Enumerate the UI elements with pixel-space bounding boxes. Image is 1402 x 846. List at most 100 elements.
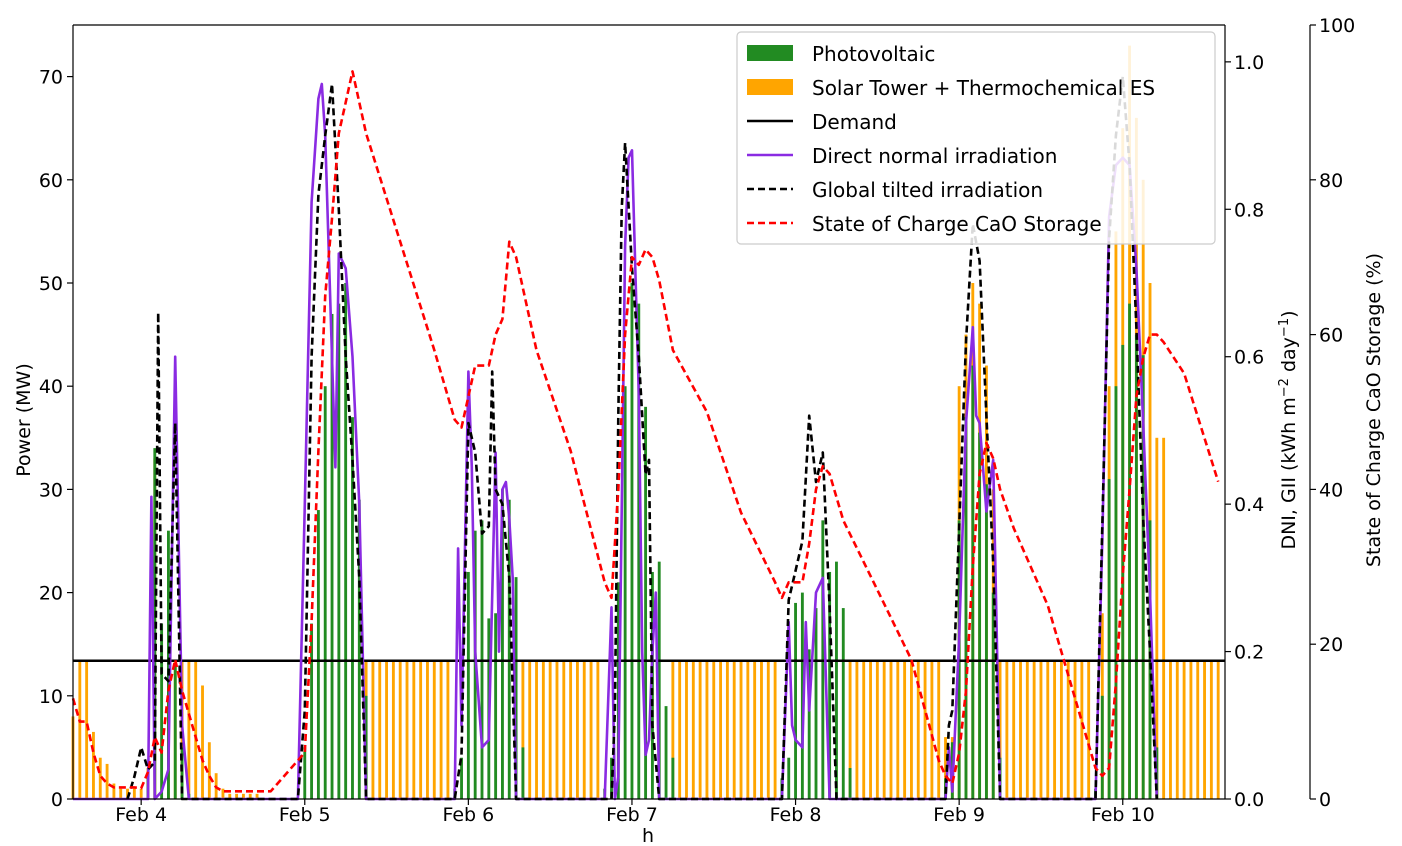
y-right2-tick-label: 60 [1319, 325, 1343, 347]
solar-tower-bar [848, 660, 852, 799]
solar-tower-bar [426, 660, 429, 799]
solar-tower-bar [391, 660, 395, 799]
solar-tower-bar [882, 660, 886, 799]
solar-tower-bar [446, 660, 450, 799]
solar-tower-bar [105, 763, 109, 799]
solar-tower-bar [575, 660, 579, 799]
y-right2-tick-label: 100 [1319, 15, 1355, 37]
solar-tower-bar [1073, 660, 1077, 799]
solar-tower-bar [671, 660, 675, 799]
photovoltaic-bar [507, 499, 511, 799]
solar-tower-bar [78, 660, 82, 799]
legend-swatch-photovoltaic [747, 45, 793, 61]
photovoltaic-bar [521, 747, 525, 799]
photovoltaic-bar [337, 303, 341, 799]
photovoltaic-bar [800, 592, 804, 799]
solar-tower-bar [1209, 660, 1213, 799]
solar-tower-bar [1039, 660, 1043, 799]
photovoltaic-bar [794, 602, 797, 799]
solar-tower-bar [1080, 660, 1084, 799]
solar-tower-bar [944, 737, 947, 799]
photovoltaic-bar [1100, 695, 1104, 799]
photovoltaic-bar [814, 608, 818, 799]
solar-tower-bar [760, 660, 763, 799]
solar-tower-bar [112, 783, 116, 799]
photovoltaic-bar [978, 432, 982, 799]
solar-tower-bar [1032, 660, 1036, 799]
solar-tower-bar [1196, 660, 1200, 799]
x-tick-label: Feb 10 [1091, 804, 1155, 826]
legend-swatch-solar-tower [747, 79, 793, 95]
x-tick-label: Feb 4 [115, 804, 167, 826]
solar-tower-bar [698, 660, 702, 799]
solar-tower-bar [1066, 660, 1070, 799]
photovoltaic-bar [160, 623, 164, 799]
solar-tower-bar [405, 660, 409, 799]
photovoltaic-bar [630, 283, 634, 799]
x-tick-label: Feb 5 [279, 804, 331, 826]
dni-line [73, 82, 1159, 801]
legend: Photovoltaic Solar Tower + Thermochemica… [736, 31, 1216, 245]
photovoltaic-bar [1114, 386, 1118, 799]
legend-label-gii: Global tilted irradiation [812, 178, 1043, 202]
photovoltaic-bar [623, 386, 627, 799]
y-right2-tick-label: 40 [1319, 479, 1343, 501]
solar-tower-bar [569, 660, 573, 799]
photovoltaic-bar [310, 623, 314, 799]
photovoltaic-bar [357, 499, 361, 799]
solar-tower-bar [930, 660, 934, 799]
solar-tower-bar [85, 660, 89, 799]
solar-tower-bar [855, 660, 859, 799]
y-right2-axis-title: State of Charge CaO Storage (%) [1363, 253, 1385, 567]
solar-tower-bar [221, 788, 225, 799]
solar-tower-bar [207, 742, 211, 799]
solar-tower-bar [937, 660, 941, 799]
y-left-tick-label: 20 [39, 583, 63, 605]
photovoltaic-bar [173, 664, 177, 799]
photovoltaic-bar [501, 489, 504, 799]
photovoltaic-bar [1107, 479, 1111, 799]
solar-tower-bar [1216, 660, 1220, 799]
photovoltaic-bar [807, 649, 811, 799]
solar-tower-bar [875, 660, 879, 799]
photovoltaic-bar [991, 592, 995, 799]
ticks: 0 10 20 30 40 50 60 70 0.0 0.2 0.4 0.6 0.8 1.0 0 20 40 60… [39, 15, 1355, 826]
solar-tower-bar [910, 660, 913, 799]
solar-tower-bar [753, 660, 757, 799]
solar-tower-bar [187, 660, 191, 799]
y-left-axis-title: Power (MW) [13, 363, 35, 477]
solar-tower-bar [1005, 660, 1009, 799]
solar-tower-bar [1203, 660, 1206, 799]
photovoltaic-bar [1134, 334, 1138, 799]
solar-tower-bar [705, 660, 709, 799]
soc-line [71, 70, 1220, 793]
solar-tower-bar [194, 660, 198, 799]
photovoltaic-bar [964, 417, 968, 799]
photovoltaic-bar [610, 757, 613, 799]
solar-tower-bar [1155, 437, 1159, 799]
solar-tower-bar [1053, 660, 1057, 799]
x-tick-label: Feb 7 [606, 804, 658, 826]
legend-label-demand: Demand [812, 110, 897, 134]
solar-tower-bar [1087, 660, 1091, 799]
solar-tower-bar [248, 793, 252, 799]
photovoltaic-bar [848, 768, 852, 799]
solar-tower-bar [589, 660, 593, 799]
photovoltaic-bar [650, 571, 654, 799]
gii-line [126, 75, 1159, 801]
photovoltaic-bar [1141, 355, 1145, 799]
solar-tower-bar [923, 660, 927, 799]
solar-tower-bar [521, 660, 525, 799]
y-left-tick-label: 0 [51, 789, 63, 811]
solar-tower-bar [228, 793, 232, 799]
solar-tower-bar [896, 660, 900, 799]
legend-label-photovoltaic: Photovoltaic [812, 42, 935, 66]
legend-box [736, 31, 1216, 245]
solar-tower-bar [766, 660, 770, 799]
solar-tower-bar [903, 660, 907, 799]
solar-tower-bar [739, 660, 743, 799]
solar-tower-bar [1025, 660, 1029, 799]
photovoltaic-bar [671, 757, 675, 799]
solar-tower-bar [862, 660, 866, 799]
solar-tower-bar [1182, 660, 1186, 799]
